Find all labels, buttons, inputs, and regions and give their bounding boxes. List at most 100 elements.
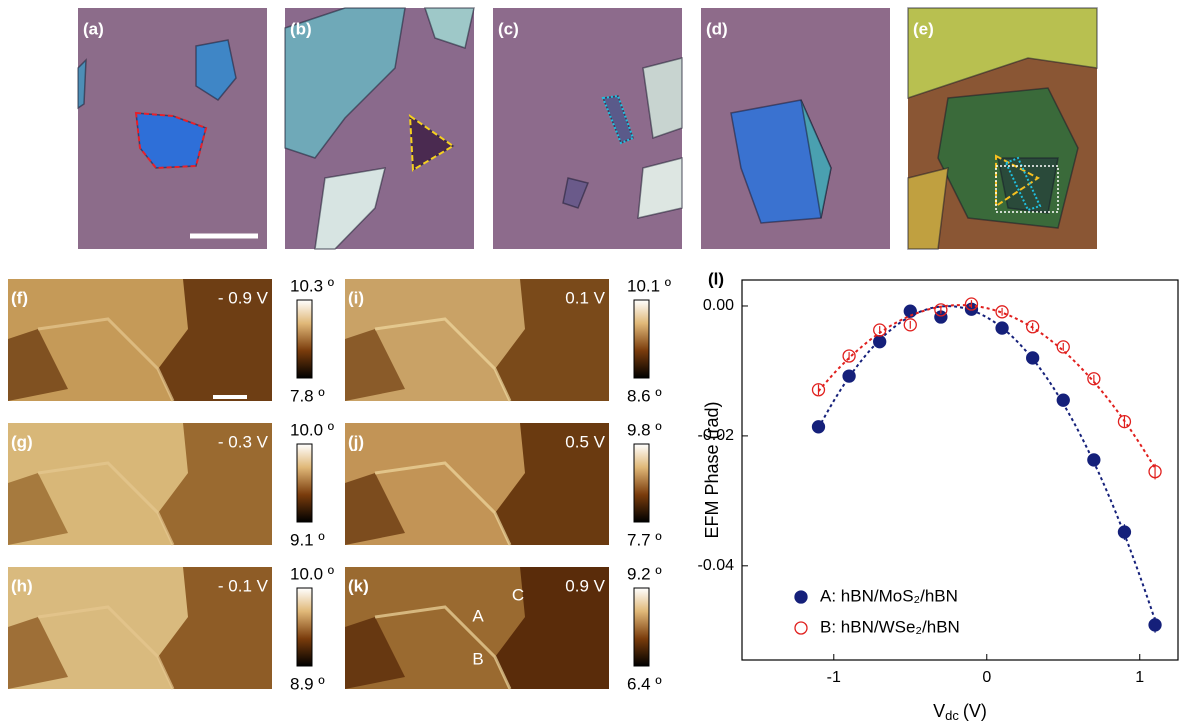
data-point xyxy=(995,305,1009,319)
legend-label: A: hBN/MoS₂/hBN xyxy=(820,586,958,605)
colorbar-min: 7.7 º xyxy=(627,530,662,549)
y-axis-label: EFM Phase (rad) xyxy=(702,401,722,538)
efm-region xyxy=(8,617,68,689)
panel-label: (d) xyxy=(706,19,728,38)
flake xyxy=(195,39,237,101)
panel-label: (f) xyxy=(11,288,28,307)
panel-label: (k) xyxy=(348,576,369,595)
efm-region xyxy=(495,279,609,401)
colorbar-min: 9.1 º xyxy=(290,530,325,549)
data-point xyxy=(873,323,887,337)
efm-region xyxy=(8,329,68,401)
data-point xyxy=(964,297,979,311)
data-point xyxy=(995,321,1009,335)
colorbar xyxy=(633,299,650,379)
colorbar-min: 6.4 º xyxy=(627,674,662,693)
colorbar xyxy=(633,443,650,523)
colorbar-min: 7.8 º xyxy=(290,386,325,405)
data-point xyxy=(1026,320,1040,334)
efm-edge xyxy=(37,317,175,402)
data-point xyxy=(934,303,948,317)
colorbar-max: 10.1 º xyxy=(627,276,671,295)
colorbar-max: 9.2 º xyxy=(627,564,662,583)
panel-label: (j) xyxy=(348,432,364,451)
data-point xyxy=(811,383,826,397)
flake xyxy=(907,7,1098,100)
y-tick-label: 0.00 xyxy=(703,297,734,314)
panel-label: (l) xyxy=(708,269,724,288)
data-point xyxy=(1148,464,1162,479)
colorbar-min: 8.9 º xyxy=(290,674,325,693)
efm-region xyxy=(345,473,405,545)
panel-label: (h) xyxy=(11,576,33,595)
data-point xyxy=(1148,618,1162,632)
flake xyxy=(423,7,475,49)
voltage-label: 0.1 V xyxy=(565,288,605,307)
colorbar xyxy=(633,587,650,667)
efm-edge xyxy=(374,461,512,546)
panel-label: (i) xyxy=(348,288,364,307)
flake xyxy=(77,58,87,110)
data-point xyxy=(903,304,917,318)
panel-label: (e) xyxy=(913,19,934,38)
voltage-label: - 0.9 V xyxy=(218,288,269,307)
data-point xyxy=(903,318,917,332)
data-point xyxy=(1056,393,1070,407)
region-label: C xyxy=(512,585,524,604)
panel-label: (a) xyxy=(83,19,104,38)
colorbar-min: 8.6 º xyxy=(627,386,662,405)
y-tick-label: -0.04 xyxy=(698,557,735,574)
colorbar-max: 9.8 º xyxy=(627,420,662,439)
flake xyxy=(284,7,406,159)
legend-marker xyxy=(794,590,808,604)
efm-region xyxy=(495,567,609,689)
outline-yellow xyxy=(408,114,455,172)
y-tick-label: -0.02 xyxy=(698,427,735,444)
panel-label: (g) xyxy=(11,432,33,451)
x-tick-label: 1 xyxy=(1135,669,1144,686)
voltage-label: - 0.1 V xyxy=(218,576,269,595)
data-point xyxy=(1117,525,1132,539)
colorbar xyxy=(296,299,313,379)
efm-region xyxy=(345,617,405,689)
outline-white xyxy=(995,165,1059,213)
x-tick-label: -1 xyxy=(827,669,841,686)
data-point xyxy=(1026,351,1040,365)
colorbar xyxy=(296,587,313,667)
fit-curve xyxy=(817,305,1157,621)
legend-marker xyxy=(794,621,808,635)
outline-cyan xyxy=(1004,156,1042,212)
data-point xyxy=(1087,453,1101,467)
colorbar-max: 10.0 º xyxy=(290,420,334,439)
data-point xyxy=(811,420,826,434)
flake xyxy=(637,157,683,219)
data-point xyxy=(873,335,887,349)
efm-region xyxy=(158,567,272,689)
efm-region xyxy=(158,279,272,401)
efm-region xyxy=(345,329,405,401)
flake xyxy=(642,57,683,140)
panel-label: (c) xyxy=(498,19,519,38)
efm-edge xyxy=(37,461,175,546)
efm-region xyxy=(158,423,272,545)
flake xyxy=(907,167,949,250)
x-tick-label: 0 xyxy=(982,669,991,686)
colorbar-max: 10.3 º xyxy=(290,276,334,295)
legend-label: B: hBN/WSe₂/hBN xyxy=(820,617,960,636)
colorbar-max: 10.0 º xyxy=(290,564,334,583)
x-axis-label-part: (V) xyxy=(963,701,987,721)
region-label: B xyxy=(472,649,483,668)
flake xyxy=(800,99,832,219)
flake xyxy=(314,167,387,250)
efm-edge xyxy=(37,605,175,690)
panel-label: (b) xyxy=(290,19,312,38)
data-point xyxy=(842,349,856,363)
outline-red xyxy=(134,111,208,170)
voltage-label: 0.9 V xyxy=(565,576,605,595)
x-axis-label-part: V xyxy=(933,701,945,721)
region-label: A xyxy=(472,606,484,625)
efm-edge xyxy=(374,317,512,402)
colorbar xyxy=(296,443,313,523)
data-point xyxy=(1056,340,1070,354)
